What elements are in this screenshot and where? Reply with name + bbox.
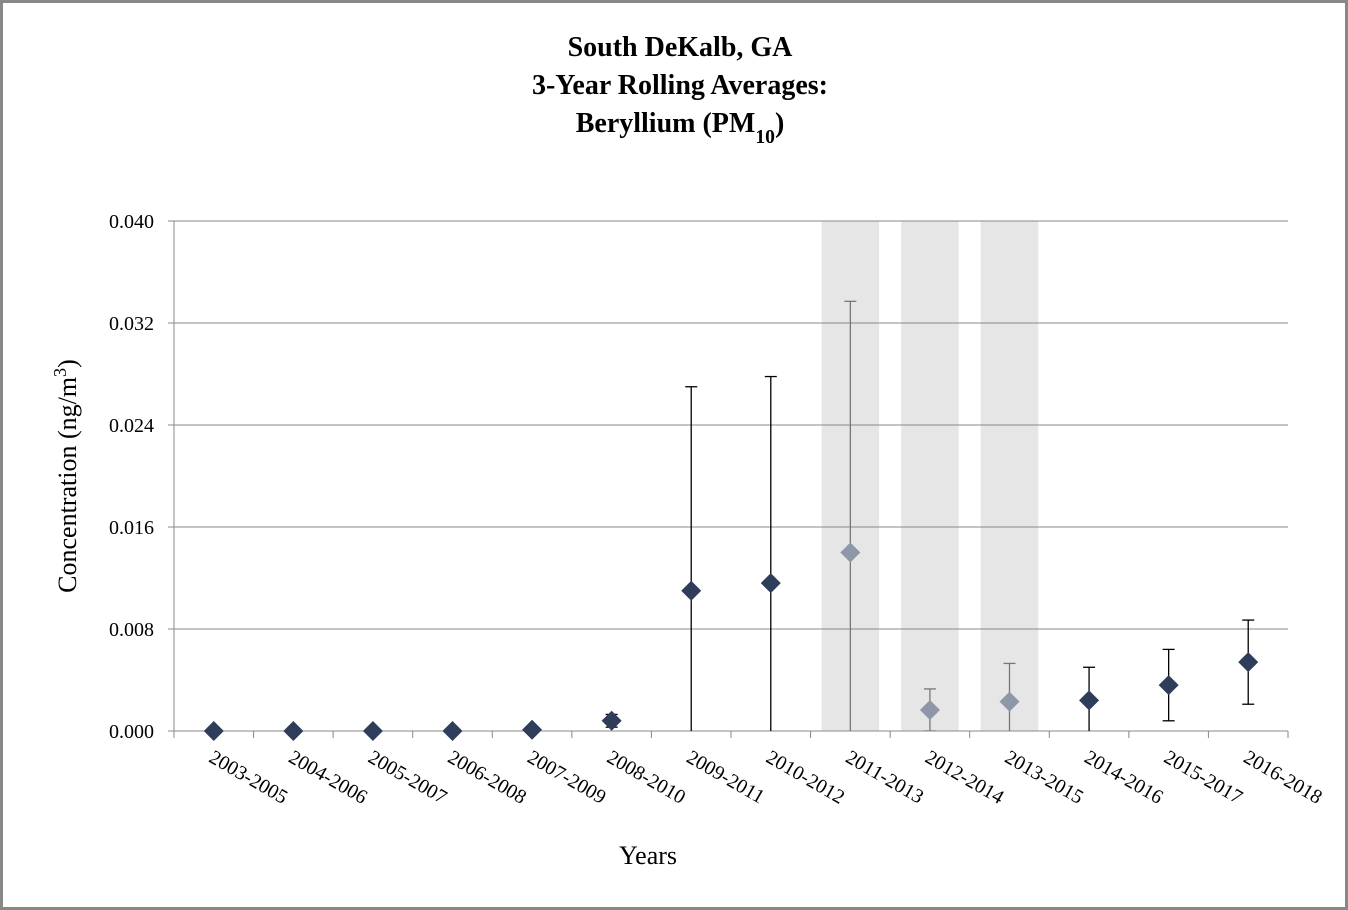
data-point (681, 580, 702, 601)
data-point (601, 710, 622, 731)
chart-title: South DeKalb, GA (568, 32, 794, 63)
y-tick-label: 0.000 (109, 721, 154, 743)
chart-title: 3-Year Rolling Averages: (532, 70, 828, 101)
text-part: ) (53, 359, 82, 368)
data-point (203, 721, 224, 741)
data-point (840, 542, 861, 563)
data-point (760, 573, 781, 594)
y-tick-label: 0.008 (109, 619, 154, 641)
data-point (1079, 690, 1100, 711)
text-part: Beryllium (PM (576, 108, 756, 139)
y-tick-label: 0.024 (109, 415, 154, 437)
data-point (1238, 652, 1259, 673)
data-point (999, 691, 1020, 712)
text-part: Concentration (ng/m (53, 377, 82, 593)
y-tick-label: 0.016 (109, 517, 154, 539)
data-point (522, 719, 543, 740)
text-part: 10 (755, 127, 775, 148)
data-point (283, 721, 304, 741)
data-point (919, 699, 940, 720)
highlight-band (901, 221, 959, 731)
chart-title: Beryllium (PM10) (576, 108, 785, 148)
y-tick-label: 0.032 (109, 313, 154, 335)
text-part: 3 (50, 368, 70, 377)
text-part: 3-Year Rolling Averages: (532, 70, 828, 101)
text-part: ) (775, 108, 784, 139)
text-part: South DeKalb, GA (568, 32, 794, 63)
x-axis-label: Years (619, 841, 677, 870)
data-point (442, 721, 463, 741)
highlight-band (980, 221, 1039, 731)
data-point (1158, 675, 1179, 696)
y-axis-label: Concentration (ng/m3) (50, 359, 82, 593)
y-tick-label: 0.040 (109, 211, 154, 233)
data-point (362, 721, 383, 741)
